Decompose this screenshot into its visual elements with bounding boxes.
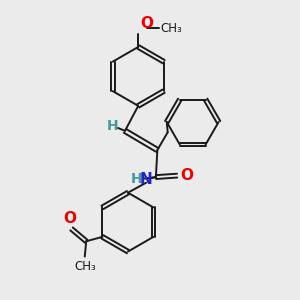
Text: O: O bbox=[180, 167, 193, 182]
Text: N: N bbox=[140, 172, 152, 187]
Text: CH₃: CH₃ bbox=[74, 260, 96, 273]
Text: H: H bbox=[131, 172, 142, 186]
Text: H: H bbox=[107, 118, 118, 133]
Text: O: O bbox=[140, 16, 153, 31]
Text: O: O bbox=[64, 211, 76, 226]
Text: CH₃: CH₃ bbox=[160, 22, 182, 35]
